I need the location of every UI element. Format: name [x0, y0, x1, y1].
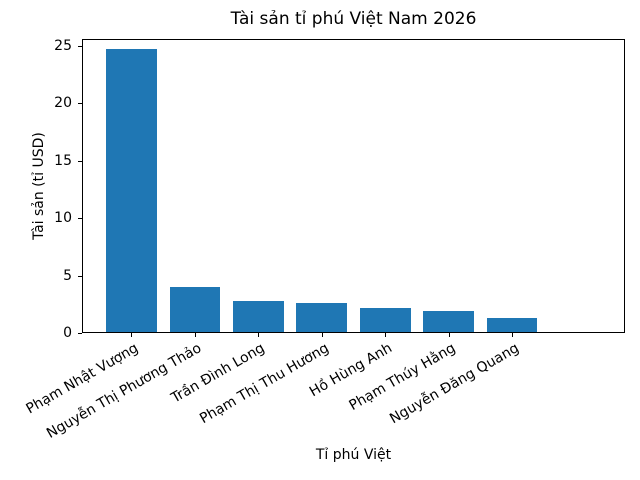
- x-tick-mark: [385, 333, 387, 337]
- bar-7: [486, 318, 538, 332]
- x-tick-mark: [194, 333, 196, 337]
- x-tick-mark: [131, 333, 133, 337]
- y-tick-label: 25: [54, 37, 72, 54]
- x-tick-mark: [512, 333, 514, 337]
- y-tick-mark: [78, 218, 82, 220]
- x-tick-mark: [321, 333, 323, 337]
- bar-6: [423, 311, 474, 332]
- bar-2: [169, 287, 221, 332]
- y-tick-mark: [78, 275, 82, 277]
- y-tick-label: 5: [63, 267, 72, 284]
- bar-4: [296, 303, 348, 332]
- y-tick-mark: [78, 160, 82, 162]
- plot-area: [82, 39, 625, 333]
- bar-1: [106, 49, 157, 332]
- bar-5: [359, 307, 411, 332]
- y-tick-mark: [78, 45, 82, 47]
- y-tick-mark: [78, 103, 82, 105]
- y-tick-label: 10: [54, 210, 72, 227]
- bar-3: [232, 301, 284, 332]
- y-tick-label: 0: [63, 325, 72, 341]
- y-tick-label: 20: [54, 95, 72, 112]
- x-tick-mark: [258, 333, 260, 337]
- chart-title: Tài sản tỉ phú Việt Nam 2026: [230, 9, 477, 29]
- x-axis-label: Tỉ phú Việt: [315, 447, 392, 463]
- x-tick-mark: [448, 333, 450, 337]
- y-tick-mark: [78, 333, 82, 334]
- y-tick-label: 15: [54, 152, 72, 169]
